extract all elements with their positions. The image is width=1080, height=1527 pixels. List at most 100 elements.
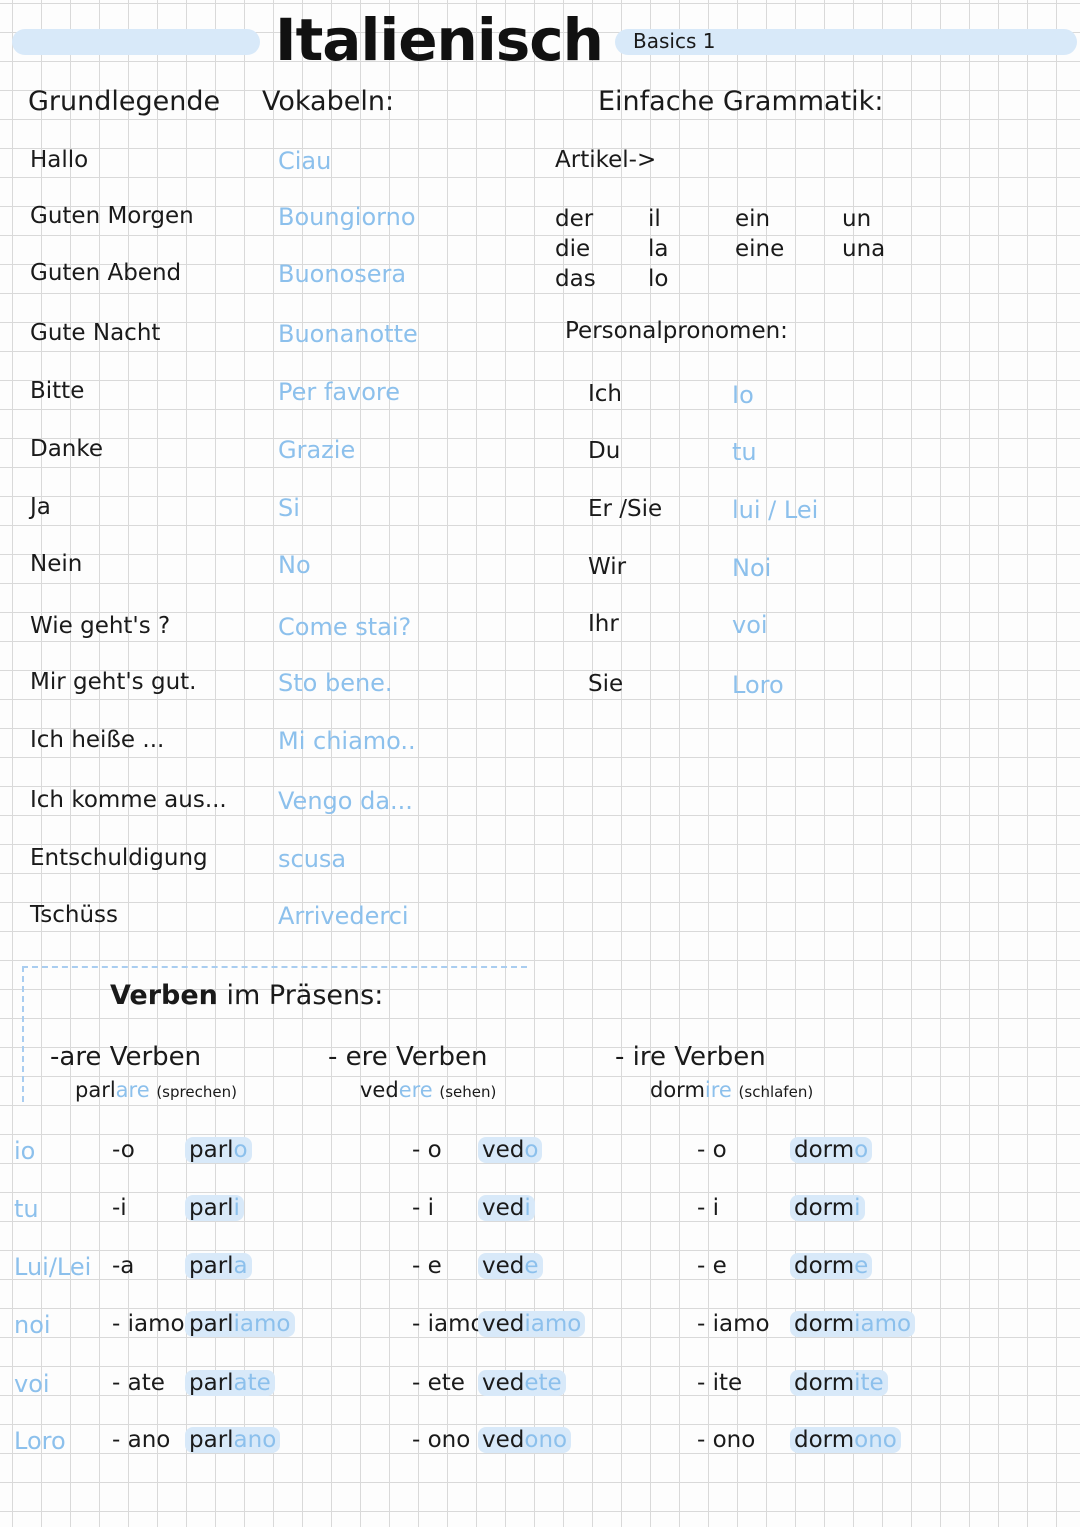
article-it-indef: un xyxy=(842,206,872,232)
conjugation-pronoun: noi xyxy=(14,1311,51,1339)
conjugation-ending: - o xyxy=(697,1137,727,1163)
conjugated-verb: parla xyxy=(185,1253,252,1279)
verb-ending: i xyxy=(233,1195,240,1221)
article-de-def: die xyxy=(555,236,591,262)
conjugation-ending: - e xyxy=(412,1253,442,1279)
verb-ending: o xyxy=(233,1137,248,1163)
conjugated-verb: dormi xyxy=(790,1195,865,1221)
verb-ending: o xyxy=(524,1137,539,1163)
conjugation-ending: - ite xyxy=(697,1370,743,1396)
verbs-heading: Verben im Präsens: xyxy=(110,980,383,1011)
conjugation-ending: - i xyxy=(412,1195,435,1221)
verb-stem: parl xyxy=(189,1427,234,1453)
article-it-def: lo xyxy=(648,266,669,292)
verb-ending: a xyxy=(233,1253,248,1279)
infinitive-stem: parl xyxy=(75,1078,116,1102)
conjugated-verb: dormiamo xyxy=(790,1311,916,1337)
verb-stem: parl xyxy=(189,1253,234,1279)
section-divider-vertical xyxy=(22,966,24,1102)
conjugated-verb: dormo xyxy=(790,1137,873,1163)
pronoun-italian: Noi xyxy=(732,554,772,582)
verb-ending: iamo xyxy=(524,1311,582,1337)
pronoun-italian: lui / Lei xyxy=(732,496,819,524)
vocab-italian: Grazie xyxy=(278,436,356,464)
vocab-german: Guten Abend xyxy=(30,260,182,286)
verb-ending: o xyxy=(854,1137,869,1163)
conjugation-ending: - i xyxy=(697,1195,720,1221)
conjugated-verb: vediamo xyxy=(478,1311,586,1337)
verbs-heading-rest: im Präsens: xyxy=(226,980,384,1011)
article-de-indef: ein xyxy=(735,206,771,232)
vocab-italian: Buonosera xyxy=(278,260,407,288)
vocab-german: Gute Nacht xyxy=(30,320,161,346)
conjugation-ending: - ete xyxy=(412,1370,465,1396)
conjugated-verb: parlano xyxy=(185,1427,281,1453)
verb-infinitive: vedere (sehen) xyxy=(360,1078,496,1102)
pronoun-italian: tu xyxy=(732,438,757,466)
conjugation-ending: - iamo xyxy=(697,1311,770,1337)
pronoun-german: Du xyxy=(588,438,621,464)
conjugation-ending: - e xyxy=(697,1253,727,1279)
vocab-german: Entschuldigung xyxy=(30,845,208,871)
verb-stem: ved xyxy=(482,1311,525,1337)
conjugation-ending: - iamo xyxy=(412,1311,485,1337)
pronoun-italian: Io xyxy=(732,381,754,409)
verbs-heading-bold: Verben xyxy=(110,980,218,1011)
infinitive-ending: ere xyxy=(398,1078,433,1102)
verb-ending: i xyxy=(524,1195,531,1221)
vocab-italian: No xyxy=(278,551,311,579)
verb-ending: i xyxy=(854,1195,861,1221)
articles-label: Artikel-> xyxy=(555,147,657,173)
vocab-german: Wie geht's ? xyxy=(30,613,171,639)
verb-stem: dorm xyxy=(794,1137,855,1163)
conjugation-ending: -a xyxy=(112,1253,135,1279)
infinitive-ending: ire xyxy=(704,1078,732,1102)
conjugated-verb: vedete xyxy=(478,1370,566,1396)
conjugated-verb: dormono xyxy=(790,1427,901,1453)
vocab-german: Ja xyxy=(30,494,51,520)
infinitive-stem: dorm xyxy=(650,1078,705,1102)
section-divider xyxy=(22,966,527,968)
vocab-italian: Boungiorno xyxy=(278,203,416,231)
conjugation-ending: - ono xyxy=(412,1427,471,1453)
verb-infinitive: dormire (schlafen) xyxy=(650,1078,813,1102)
article-de-def: das xyxy=(555,266,596,292)
vocab-italian: Come stai? xyxy=(278,613,412,641)
verb-stem: parl xyxy=(189,1137,234,1163)
conjugated-verb: dorme xyxy=(790,1253,873,1279)
vocab-italian: scusa xyxy=(278,845,347,873)
vocab-german: Hallo xyxy=(30,147,89,173)
verb-ending: ano xyxy=(233,1427,277,1453)
conjugation-pronoun: voi xyxy=(14,1370,50,1398)
conjugated-verb: parlo xyxy=(185,1137,252,1163)
vocab-german: Tschüss xyxy=(30,902,118,928)
vocab-german: Guten Morgen xyxy=(30,203,194,229)
vocab-italian: Arrivederci xyxy=(278,902,409,930)
conjugated-verb: dormite xyxy=(790,1370,888,1396)
vocab-german: Ich komme aus... xyxy=(30,787,227,813)
verb-ending: ono xyxy=(524,1427,568,1453)
verb-group-label: - ire Verben xyxy=(615,1042,766,1072)
conjugation-ending: -o xyxy=(112,1137,135,1163)
vocab-german: Bitte xyxy=(30,378,85,404)
pronoun-german: Er /Sie xyxy=(588,496,663,522)
conjugated-verb: parlate xyxy=(185,1370,275,1396)
verb-ending: iamo xyxy=(233,1311,291,1337)
vocab-german: Ich heiße ... xyxy=(30,727,165,753)
conjugated-verb: vede xyxy=(478,1253,543,1279)
article-de-def: der xyxy=(555,206,594,232)
verb-stem: dorm xyxy=(794,1195,855,1221)
verb-stem: ved xyxy=(482,1253,525,1279)
verb-ending: ete xyxy=(524,1370,562,1396)
pronoun-german: Ihr xyxy=(588,611,619,637)
page-subtitle: Basics 1 xyxy=(633,29,716,53)
conjugation-ending: - o xyxy=(412,1137,442,1163)
verb-stem: parl xyxy=(189,1311,234,1337)
vocab-italian: Sto bene. xyxy=(278,669,393,697)
pronoun-german: Sie xyxy=(588,671,624,697)
pronoun-german: Wir xyxy=(588,554,627,580)
vocab-italian: Si xyxy=(278,494,300,522)
verb-stem: dorm xyxy=(794,1427,855,1453)
translation-spacer xyxy=(732,1078,739,1102)
verb-stem: dorm xyxy=(794,1370,855,1396)
